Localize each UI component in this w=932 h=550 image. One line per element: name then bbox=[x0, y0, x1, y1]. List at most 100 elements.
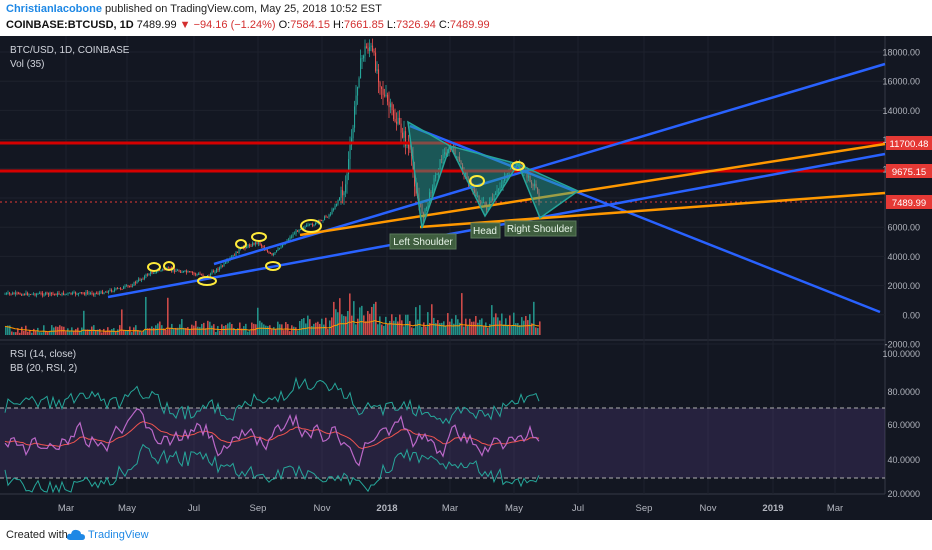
candle-body bbox=[79, 292, 81, 294]
volume-bar bbox=[169, 328, 171, 335]
time-axis-label: Mar bbox=[827, 503, 843, 514]
volume-bar bbox=[355, 324, 357, 335]
blue-trendline-descending[interactable] bbox=[409, 124, 881, 314]
candle-body bbox=[208, 275, 210, 276]
candle-body bbox=[315, 222, 317, 226]
volume-bar bbox=[207, 320, 209, 335]
highlight-circle[interactable] bbox=[235, 239, 247, 249]
candle-body bbox=[480, 202, 482, 204]
time-axis[interactable]: Mar May Jul Sep Nov 2018 Mar May Jul Sep Nov 2019 Ma… bbox=[58, 503, 843, 514]
candle-body bbox=[253, 243, 255, 245]
candle-body bbox=[72, 292, 74, 295]
candle-body bbox=[135, 282, 137, 284]
volume-bar bbox=[275, 328, 277, 335]
volume-bar bbox=[193, 325, 195, 335]
highlight-circle[interactable] bbox=[163, 261, 175, 271]
candle-body bbox=[112, 290, 114, 292]
candle-body bbox=[415, 186, 417, 194]
volume-bar bbox=[301, 319, 303, 335]
symbol-header: COINBASE:BTCUSD, 1D 7489.99 ▼ −94.16 (−1… bbox=[6, 19, 490, 31]
rsi-axis-label: 100.0000 bbox=[882, 349, 920, 359]
volume-bar bbox=[539, 321, 541, 335]
volume-bar bbox=[35, 331, 37, 335]
candle-body bbox=[325, 216, 327, 218]
volume-bar bbox=[101, 332, 103, 335]
price-tag-11700-text: 11700.48 bbox=[890, 139, 929, 150]
candle-body bbox=[498, 189, 500, 190]
tradingview-link[interactable]: TradingView bbox=[88, 529, 149, 541]
volume-bar bbox=[353, 301, 355, 335]
volume-bar bbox=[437, 320, 439, 335]
volume-bar bbox=[273, 327, 275, 335]
candle-body bbox=[531, 181, 533, 185]
volume-bar bbox=[127, 330, 129, 335]
annotation-head[interactable]: Head bbox=[470, 222, 501, 239]
candle-body bbox=[355, 95, 357, 107]
candle-body bbox=[310, 223, 312, 225]
candle-body bbox=[75, 292, 77, 295]
highlight-circle[interactable] bbox=[265, 261, 281, 271]
highlight-circle[interactable] bbox=[251, 232, 267, 242]
volume-bar bbox=[199, 327, 201, 335]
highlight-circle[interactable] bbox=[147, 262, 161, 272]
candle-body bbox=[151, 271, 153, 274]
highlight-circle[interactable] bbox=[300, 219, 322, 233]
candle-body bbox=[105, 291, 107, 293]
candle-body bbox=[400, 123, 402, 133]
volume-bar bbox=[533, 301, 535, 335]
candle-body bbox=[375, 52, 377, 71]
rsi-axis[interactable]: 100.0000 80.0000 60.0000 40.0000 20.0000 bbox=[882, 349, 920, 499]
volume-bar bbox=[151, 326, 153, 335]
legend-title[interactable]: BTC/USD, 1D, COINBASE bbox=[10, 45, 130, 56]
volume-bar bbox=[531, 323, 533, 335]
right-shoulder-triangle[interactable] bbox=[516, 162, 580, 220]
chart-area[interactable]: Left Shoulder Head Right Shoulder BTC/US… bbox=[0, 36, 932, 520]
volume-bar bbox=[401, 320, 403, 335]
candle-body bbox=[333, 209, 335, 211]
candle-body bbox=[142, 278, 144, 280]
highlight-circle[interactable] bbox=[511, 161, 525, 171]
volume-bar bbox=[197, 326, 199, 335]
price-axis-label: 4000.00 bbox=[887, 252, 920, 262]
volume-bar bbox=[237, 328, 239, 335]
candle-body bbox=[424, 209, 426, 218]
author-link[interactable]: ChristianIacobone bbox=[6, 3, 102, 15]
candle-body bbox=[25, 292, 27, 295]
candle-body bbox=[4, 293, 6, 295]
volume-bar bbox=[181, 319, 183, 335]
candle-body bbox=[370, 45, 372, 47]
candle-body bbox=[126, 285, 128, 287]
candle-body bbox=[222, 265, 224, 267]
published-text: published on TradingView.com, May 25, 20… bbox=[105, 3, 382, 15]
candle-body bbox=[475, 192, 477, 197]
candle-body bbox=[61, 292, 63, 295]
volume-bar bbox=[473, 321, 475, 335]
orange-trendline-upper[interactable] bbox=[299, 142, 886, 237]
legend-bb[interactable]: BB (20, RSI, 2) bbox=[10, 363, 77, 374]
annotation-right-shoulder[interactable]: Right Shoulder bbox=[504, 220, 577, 237]
highlight-circle[interactable] bbox=[469, 175, 485, 187]
candle-body bbox=[136, 280, 138, 284]
candle-body bbox=[517, 163, 519, 169]
candle-body bbox=[406, 144, 408, 146]
volume-bar bbox=[289, 331, 291, 335]
volume-bar bbox=[123, 330, 125, 335]
volume-bar bbox=[371, 306, 373, 335]
orange-trendline-lower[interactable] bbox=[419, 191, 886, 229]
volume-bar bbox=[211, 325, 213, 335]
symbol-label[interactable]: COINBASE:BTCUSD, 1D bbox=[6, 19, 134, 31]
volume-bar bbox=[205, 328, 207, 335]
legend-rsi[interactable]: RSI (14, close) bbox=[10, 349, 76, 360]
highlight-circle[interactable] bbox=[197, 276, 217, 286]
candle-body bbox=[169, 268, 171, 269]
left-shoulder-triangle[interactable] bbox=[407, 120, 451, 229]
volume-bar bbox=[497, 317, 499, 335]
annotation-left-shoulder[interactable]: Left Shoulder bbox=[389, 233, 457, 250]
volume-bar bbox=[269, 325, 271, 335]
legend-volume[interactable]: Vol (35) bbox=[10, 59, 44, 70]
candle-body bbox=[183, 271, 185, 273]
candle-body bbox=[40, 293, 42, 295]
candle-body bbox=[364, 46, 366, 56]
volume-bar bbox=[397, 321, 399, 335]
candle-body bbox=[445, 152, 447, 156]
